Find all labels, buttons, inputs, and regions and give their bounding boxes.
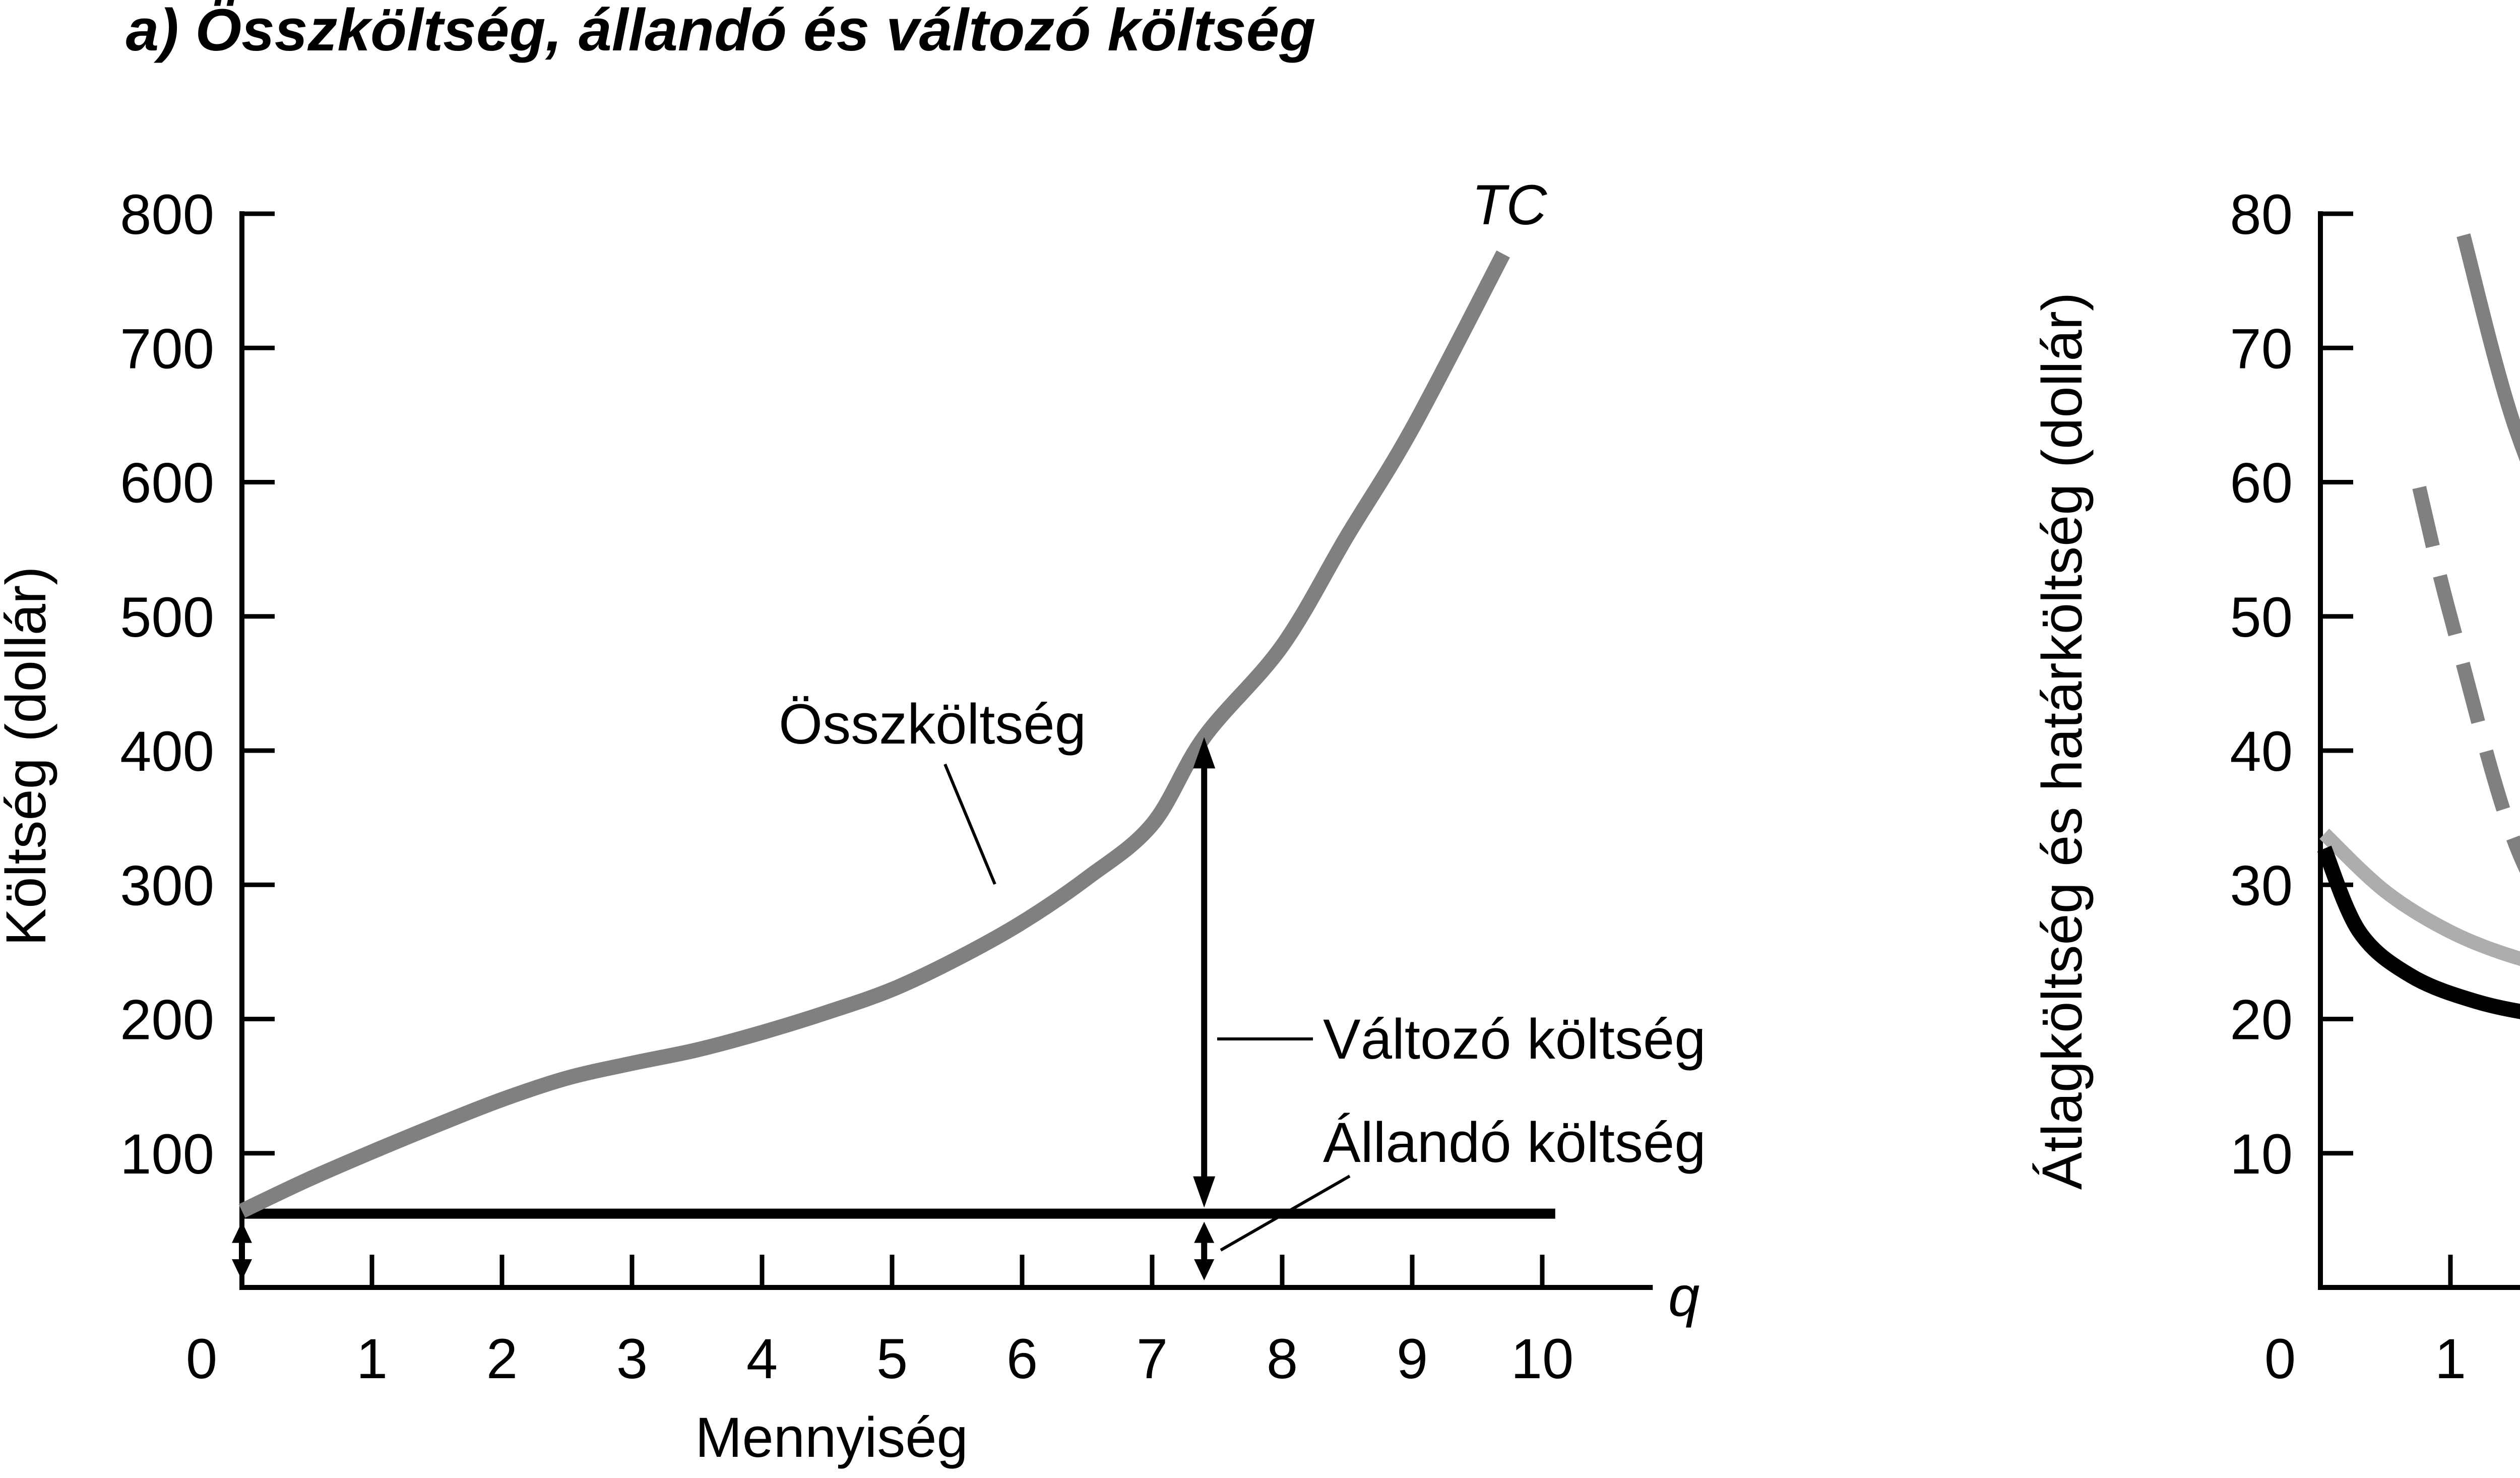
y-tick-label: 700 [120, 317, 214, 380]
y-tick-label: 70 [2230, 317, 2293, 380]
x-tick-label: 2 [486, 1327, 518, 1390]
y-tick-label: 40 [2230, 720, 2293, 783]
x-tick-label: 8 [1267, 1327, 1298, 1390]
fixed-cost-arrow-up-head [1194, 1221, 1215, 1243]
afc-curve [2412, 485, 2520, 873]
tc-curve-label: TC [1472, 173, 1547, 236]
y-tick-label: 600 [120, 452, 214, 515]
y-tick-label: 100 [120, 1123, 214, 1186]
x-tick-label: 3 [616, 1327, 648, 1390]
x-tick-label: 5 [876, 1327, 908, 1390]
y-tick-label: 60 [2230, 452, 2293, 515]
variable-cost-label: Változó költség [1323, 1008, 1706, 1071]
panel-a-q-axis-symbol: q [1668, 1265, 1699, 1328]
x-tick-label: 6 [1006, 1327, 1038, 1390]
panel-b-y-ticks: 10 20 30 40 50 60 70 80 [2230, 183, 2353, 1186]
x-tick-label: 0 [186, 1327, 217, 1390]
panel-a-title: a) Összköltség, állandó és változó költs… [126, 0, 1316, 64]
panel-a-y-ticks: 100 200 300 400 500 600 700 800 [120, 183, 275, 1186]
x-tick-label: 9 [1397, 1327, 1428, 1390]
panel-a-x-ticks: 0 1 2 3 4 5 6 7 8 9 10 [186, 1255, 1573, 1390]
fixed-cost-label: Állandó költség [1323, 1111, 1706, 1174]
y-tick-label: 500 [120, 586, 214, 649]
panel-a-total-cost-chart: a) Összköltség, állandó és változó költs… [0, 0, 1706, 1469]
x-tick-label: 10 [1511, 1327, 1574, 1390]
y-tick-label: 300 [120, 854, 214, 917]
variable-cost-arrow-down-head [1193, 1176, 1216, 1208]
y-tick-label: 30 [2230, 854, 2293, 917]
panel-a-annotations: Összköltség Változó költség Állandó költ… [232, 693, 1706, 1280]
panel-b-y-axis-title: Átlagköltség és határköltség (dollár) [2031, 292, 2094, 1190]
fixed-cost-arrow-down-head [232, 1259, 252, 1280]
total-cost-curve [238, 250, 1510, 1218]
x-tick-label: 7 [1137, 1327, 1168, 1390]
panel-a-y-axis-title: Költség (dollár) [0, 566, 57, 946]
panel-b-series [2317, 233, 2520, 1019]
y-tick-label: 800 [120, 183, 214, 246]
y-tick-label: 50 [2230, 586, 2293, 649]
avc-curve [2319, 828, 2520, 966]
y-tick-label: 20 [2230, 989, 2293, 1052]
x-tick-label: 4 [746, 1327, 778, 1390]
y-tick-label: 400 [120, 720, 214, 783]
mc-curve [2317, 845, 2520, 1019]
variable-cost-arrow-up-head [1193, 737, 1216, 769]
total-cost-leader-line [943, 763, 996, 885]
total-cost-label: Összköltség [779, 693, 1086, 756]
y-tick-label: 80 [2230, 183, 2293, 246]
x-tick-label: 1 [2435, 1327, 2466, 1390]
fixed-cost-arrow-up-head [232, 1221, 252, 1243]
x-tick-label: 1 [356, 1327, 388, 1390]
panel-a-series [238, 250, 1555, 1219]
panel-b-average-marginal-cost-chart: b) Átlagköltség, határköltség 1020304050… [2031, 183, 2520, 1390]
panel-a-x-axis-title: Mennyiség [695, 1406, 968, 1469]
fixed-cost-leader-line [1220, 1175, 1351, 1252]
x-tick-label: 0 [2264, 1327, 2296, 1390]
fixed-cost-arrow-down-head [1194, 1259, 1215, 1280]
y-tick-label: 10 [2230, 1123, 2293, 1186]
y-tick-label: 200 [120, 989, 214, 1052]
